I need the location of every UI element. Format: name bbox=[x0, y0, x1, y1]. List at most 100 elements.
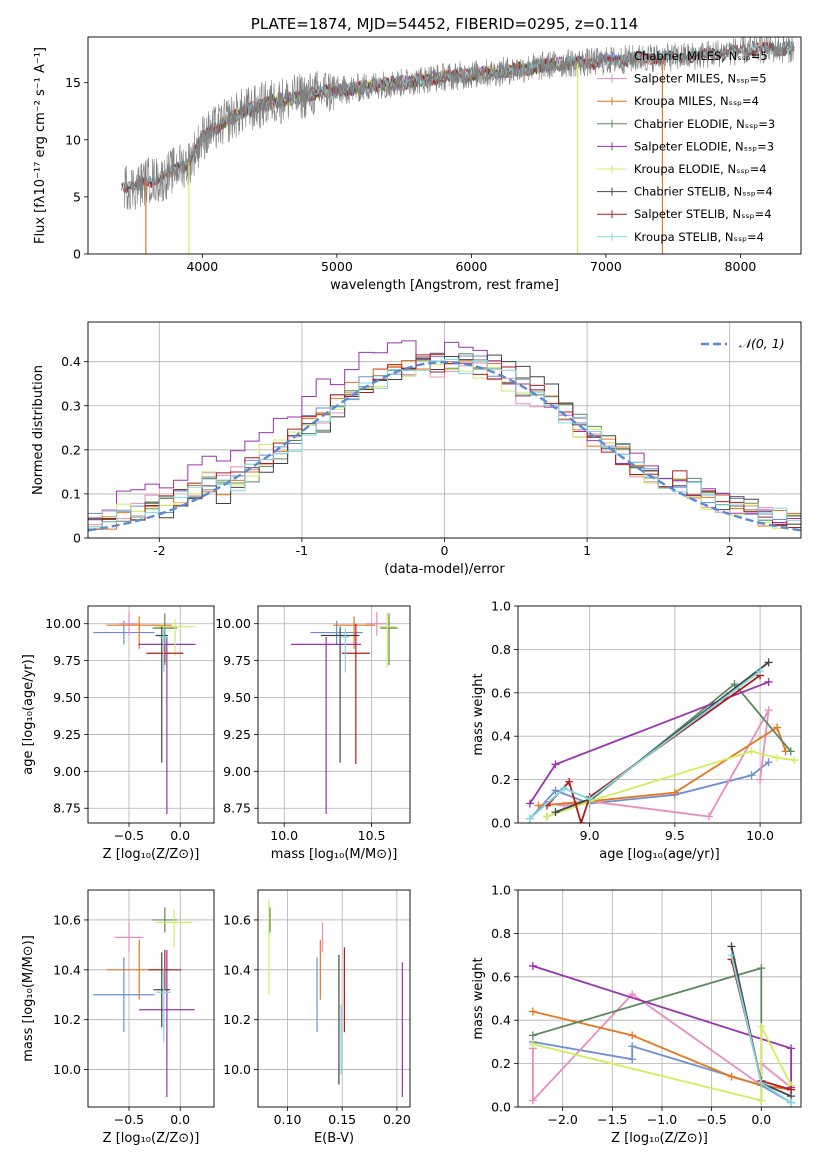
mass-weight-marker bbox=[757, 964, 766, 973]
mass-weight-marker bbox=[730, 680, 739, 689]
mass-weight-marker bbox=[525, 814, 534, 823]
legend: 𝒩(0, 1) bbox=[701, 336, 785, 351]
y-tick-label: 1.0 bbox=[491, 599, 511, 614]
legend-label: Kroupa MILES, Nₛₛₚ=4 bbox=[634, 94, 759, 108]
mass-weight-marker bbox=[764, 758, 773, 767]
mass-weight-marker bbox=[757, 1022, 766, 1031]
y-tick-label: 0.4 bbox=[491, 729, 511, 744]
y-axis-label: Flux [fλ10⁻¹⁷ erg cm⁻² s⁻¹ A⁻¹] bbox=[33, 47, 48, 244]
errorbar-point bbox=[93, 957, 155, 1033]
y-tick-label: 0 bbox=[73, 247, 81, 262]
axes-frame bbox=[87, 605, 215, 824]
y-tick-label: 9.75 bbox=[53, 653, 81, 668]
errorbar-point bbox=[378, 611, 397, 668]
x-tick-label: 5000 bbox=[321, 259, 353, 274]
y-tick-label: 10.4 bbox=[223, 962, 251, 977]
y-tick-label: 0.8 bbox=[491, 642, 511, 657]
x-tick-label: 0.0 bbox=[170, 1112, 190, 1127]
panel-age_vs_Z: −0.5 0.0 8.75 9.00 9.25 9.50 9.75 10.00 Z [log₁₀… bbox=[21, 605, 215, 862]
x-tick-label: 9.0 bbox=[580, 828, 600, 843]
x-tick-label: 0.20 bbox=[383, 1112, 411, 1127]
y-axis-label: age [log₁₀(age/yr)] bbox=[21, 654, 36, 775]
y-tick-label: 10.0 bbox=[223, 1062, 251, 1077]
y-tick-label: 15 bbox=[65, 75, 81, 90]
mass-weight-marker bbox=[560, 784, 569, 793]
x-tick-label: 10.5 bbox=[358, 828, 386, 843]
y-tick-label: 0.2 bbox=[491, 1056, 511, 1071]
plot-area bbox=[93, 611, 196, 815]
chart-title: PLATE=1874, MJD=54452, FIBERID=0295, z=0… bbox=[251, 15, 638, 33]
y-tick-label: 10.2 bbox=[223, 1012, 251, 1027]
x-axis-label: Z [log₁₀(Z/Z⊙)] bbox=[611, 1131, 708, 1146]
errorbar-point bbox=[341, 623, 370, 764]
x-tick-label: 0 bbox=[441, 543, 449, 558]
y-tick-label: 10.00 bbox=[215, 616, 251, 631]
errorbar-point bbox=[380, 613, 398, 666]
mass-weight-marker bbox=[528, 1096, 537, 1105]
x-tick-label: 10.0 bbox=[746, 828, 774, 843]
mass-weight-line bbox=[529, 670, 761, 820]
panel-spectrum: 4000 5000 6000 7000 8000 0 5 10 15 wavelength [An… bbox=[33, 15, 802, 293]
mass-weight-marker bbox=[525, 799, 534, 808]
x-tick-label: 7000 bbox=[590, 259, 622, 274]
legend-label: Kroupa STELIB, Nₛₛₚ=4 bbox=[634, 230, 764, 244]
errorbar-point bbox=[114, 922, 144, 953]
x-axis-label: (data-model)/error bbox=[384, 562, 505, 577]
mass-weight-marker bbox=[757, 1079, 766, 1088]
histogram-series bbox=[88, 356, 801, 526]
y-tick-label: 9.50 bbox=[223, 690, 251, 705]
mass-weight-marker bbox=[787, 1085, 796, 1094]
x-tick-label: −0.5 bbox=[114, 1112, 144, 1127]
legend-label: Kroupa ELODIE, Nₛₛₚ=4 bbox=[634, 162, 767, 176]
y-tick-label: 10.2 bbox=[53, 1012, 81, 1027]
mass-weight-marker bbox=[528, 1007, 537, 1016]
mass-weight-marker bbox=[747, 771, 756, 780]
errorbar-point bbox=[310, 620, 363, 645]
panel-mass_vs_ebv: 0.10 0.15 0.20 10.0 10.2 10.4 10.6 E(B-V) bbox=[223, 889, 411, 1146]
x-tick-label: 1 bbox=[583, 543, 591, 558]
mass-weight-marker bbox=[628, 1031, 637, 1040]
mass-weight-marker bbox=[764, 677, 773, 686]
legend-label: Chabrier STELIB, Nₛₛₚ=4 bbox=[634, 185, 773, 199]
y-tick-label: 0 bbox=[73, 531, 81, 546]
mass-weight-marker bbox=[534, 801, 543, 810]
plot-area bbox=[528, 942, 796, 1107]
x-tick-label: 0.0 bbox=[751, 1112, 771, 1127]
errorbar-point bbox=[320, 626, 360, 763]
y-tick-label: 0.3 bbox=[61, 398, 81, 413]
panel-massweight_vs_Z: −2.0 −1.5 −1.0 −0.5 0.0 0.0 0.2 0.4 0.6 0.8 1.0 Z [… bbox=[471, 883, 802, 1146]
axes-frame bbox=[517, 605, 802, 824]
mass-weight-line bbox=[532, 993, 792, 1103]
errorbar-point bbox=[152, 907, 178, 933]
x-tick-label: −0.5 bbox=[114, 828, 144, 843]
x-tick-label: 4000 bbox=[186, 259, 218, 274]
panel-massweight_vs_age: 9.0 9.5 10.0 0.0 0.2 0.4 0.6 0.8 1.0 age [log₁₀(a… bbox=[471, 599, 802, 862]
y-tick-label: 0.0 bbox=[491, 1100, 511, 1115]
x-tick-label: 0.15 bbox=[328, 1112, 356, 1127]
mass-weight-marker bbox=[528, 961, 537, 970]
mass-weight-marker bbox=[773, 753, 782, 762]
axes-frame bbox=[87, 889, 215, 1108]
mass-weight-marker bbox=[757, 1096, 766, 1105]
errorbar-point bbox=[146, 644, 184, 663]
x-tick-label: 0.0 bbox=[170, 828, 190, 843]
y-tick-label: 10.6 bbox=[53, 912, 81, 927]
plot-area bbox=[93, 907, 195, 1098]
plot-area bbox=[291, 611, 398, 815]
errorbar-point bbox=[366, 611, 388, 636]
plot-area bbox=[525, 658, 799, 823]
mass-weight-marker bbox=[628, 1055, 637, 1064]
errorbar-point bbox=[156, 967, 171, 1043]
mass-weight-marker bbox=[565, 777, 574, 786]
plot-area bbox=[121, 37, 795, 254]
legend-label: Chabrier MILES, Nₛₛₚ=5 bbox=[634, 49, 768, 63]
errorbar-point bbox=[333, 616, 376, 649]
y-tick-label: 10.4 bbox=[53, 962, 81, 977]
axes-frame bbox=[257, 605, 411, 824]
x-axis-label: wavelength [Angstrom, rest frame] bbox=[330, 278, 559, 293]
y-tick-label: 0.2 bbox=[491, 772, 511, 787]
errorbar-point bbox=[139, 949, 195, 1098]
panel-mass_vs_Z: −0.5 0.0 10.0 10.2 10.4 10.6 Z [log₁₀(Z/Z⊙)] ma… bbox=[21, 889, 215, 1146]
y-tick-label: 10 bbox=[65, 132, 81, 147]
